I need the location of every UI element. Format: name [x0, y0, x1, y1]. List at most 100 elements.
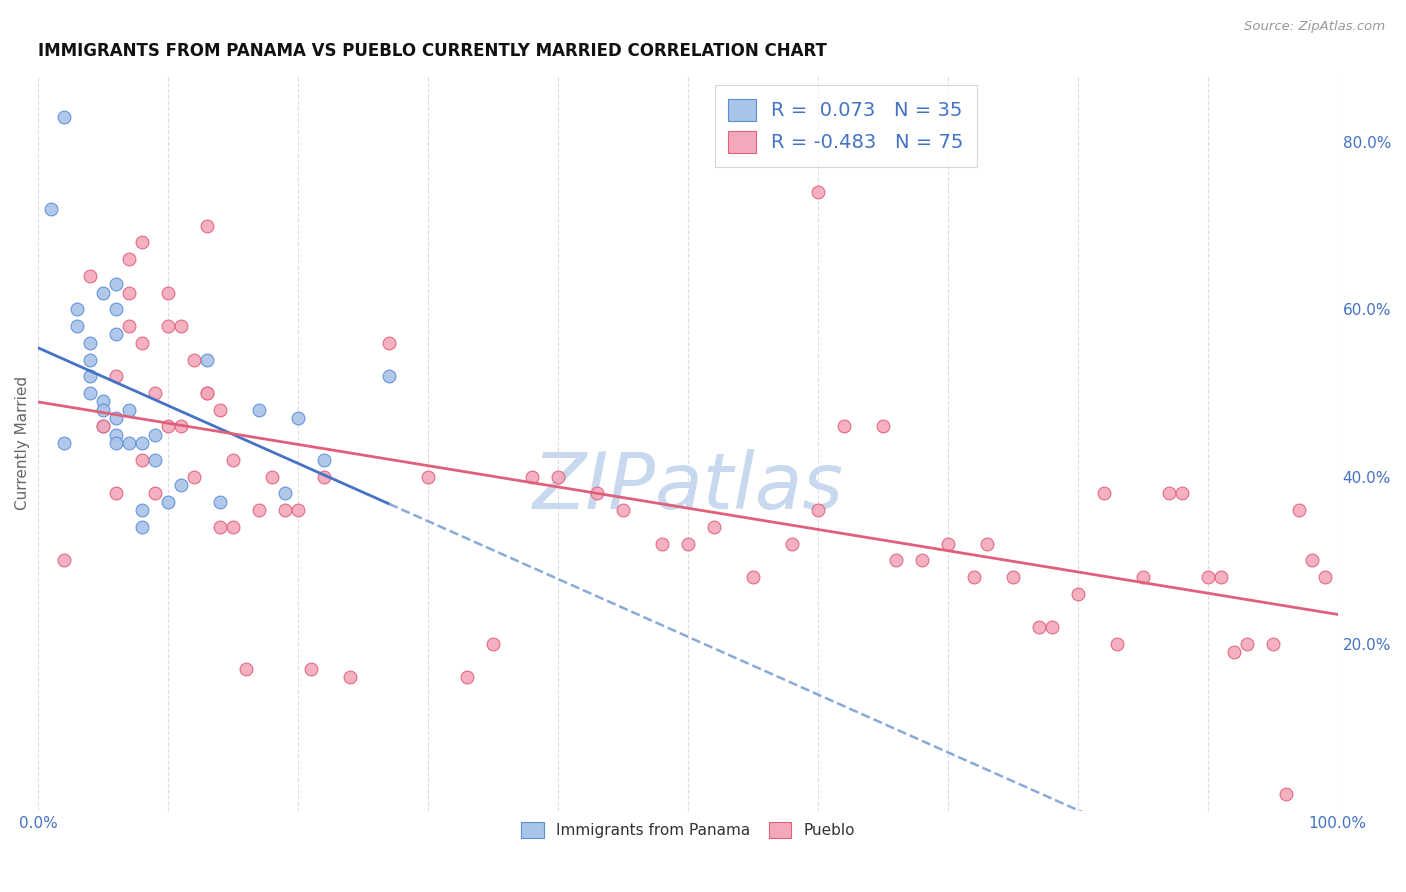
Point [1132, 570, 1154, 584]
Point [183, 352, 205, 367]
Point [209, 402, 232, 417]
Point [41, 202, 63, 216]
Point [314, 453, 336, 467]
Point [1197, 570, 1219, 584]
Point [183, 469, 205, 483]
Y-axis label: Currently Married: Currently Married [15, 376, 30, 510]
Point [1170, 486, 1192, 500]
Point [131, 503, 153, 517]
Point [66, 302, 89, 317]
Point [79, 386, 101, 401]
Point [1222, 645, 1244, 659]
Point [195, 386, 218, 401]
Point [1236, 637, 1258, 651]
Point [105, 302, 128, 317]
Point [1313, 570, 1336, 584]
Point [456, 670, 478, 684]
Point [157, 494, 180, 508]
Point [222, 520, 245, 534]
Point [91, 285, 114, 300]
Point [742, 570, 765, 584]
Point [157, 319, 180, 334]
Point [131, 436, 153, 450]
Point [274, 503, 297, 517]
Point [105, 436, 128, 450]
Point [79, 335, 101, 350]
Point [1067, 587, 1090, 601]
Point [247, 402, 270, 417]
Point [105, 486, 128, 500]
Point [872, 419, 894, 434]
Point [339, 670, 361, 684]
Point [157, 285, 180, 300]
Point [53, 553, 76, 567]
Point [79, 369, 101, 384]
Point [378, 369, 401, 384]
Point [911, 553, 934, 567]
Point [131, 335, 153, 350]
Point [651, 536, 673, 550]
Point [105, 427, 128, 442]
Point [143, 453, 166, 467]
Point [91, 394, 114, 409]
Point [299, 662, 322, 676]
Point [195, 219, 218, 233]
Point [416, 469, 439, 483]
Point [936, 536, 959, 550]
Point [105, 327, 128, 342]
Point [91, 419, 114, 434]
Point [105, 277, 128, 292]
Point [91, 402, 114, 417]
Point [1105, 637, 1128, 651]
Point [170, 419, 193, 434]
Point [195, 352, 218, 367]
Point [1001, 570, 1024, 584]
Point [118, 285, 141, 300]
Point [780, 536, 803, 550]
Point [676, 536, 699, 550]
Point [118, 436, 141, 450]
Point [91, 419, 114, 434]
Point [105, 369, 128, 384]
Point [143, 386, 166, 401]
Text: ZIPatlas: ZIPatlas [533, 450, 844, 525]
Point [1028, 620, 1050, 634]
Point [118, 252, 141, 267]
Point [1301, 553, 1323, 567]
Point [520, 469, 543, 483]
Point [105, 411, 128, 425]
Point [170, 478, 193, 492]
Point [247, 503, 270, 517]
Point [195, 386, 218, 401]
Legend: Immigrants from Panama, Pueblo: Immigrants from Panama, Pueblo [515, 816, 862, 844]
Point [287, 503, 309, 517]
Point [118, 402, 141, 417]
Point [378, 335, 401, 350]
Point [262, 469, 284, 483]
Point [1040, 620, 1063, 634]
Point [703, 520, 725, 534]
Point [807, 503, 830, 517]
Point [131, 520, 153, 534]
Point [1288, 503, 1310, 517]
Point [274, 486, 297, 500]
Point [53, 436, 76, 450]
Point [222, 453, 245, 467]
Point [1261, 637, 1284, 651]
Text: Source: ZipAtlas.com: Source: ZipAtlas.com [1244, 20, 1385, 33]
Point [143, 486, 166, 500]
Point [170, 319, 193, 334]
Point [157, 419, 180, 434]
Point [832, 419, 855, 434]
Point [53, 110, 76, 124]
Point [884, 553, 907, 567]
Point [79, 268, 101, 283]
Point [314, 469, 336, 483]
Point [287, 411, 309, 425]
Point [1157, 486, 1180, 500]
Point [586, 486, 609, 500]
Point [963, 570, 986, 584]
Point [547, 469, 569, 483]
Point [143, 427, 166, 442]
Point [1209, 570, 1232, 584]
